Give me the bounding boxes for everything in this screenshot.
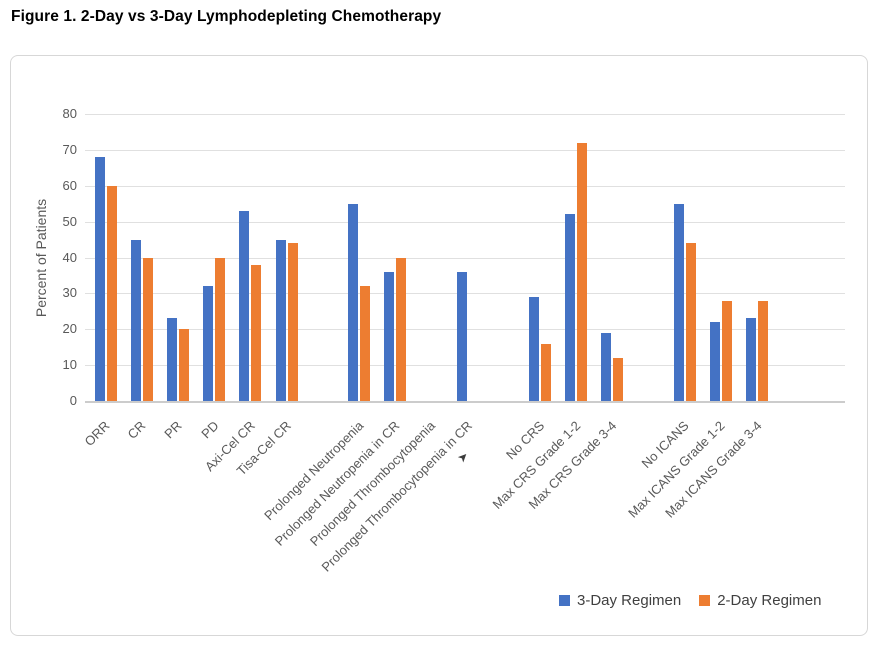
bar-2day-pd [215, 257, 226, 401]
bar-3day-prolonged-neutropenia [347, 203, 358, 401]
bar-3day-max-icans-grade-1-2 [709, 322, 720, 401]
y-axis-tick-label: 50 [62, 213, 77, 229]
plot-area: 0 10 20 30 40 50 60 70 80 ORR CR PR PD Axi-Cel CR Tisa… [11, 56, 867, 635]
x-axis-label: CR [124, 418, 149, 442]
bar-2day-max-icans-grade-3-4 [758, 300, 769, 401]
bar-3day-max-crs-grade-3-4 [601, 332, 612, 401]
bar-2day-tisa-cel-cr [287, 243, 298, 401]
bar-3day-tisa-cel-cr [275, 239, 286, 401]
bar-3day-max-icans-grade-3-4 [746, 318, 757, 401]
bar-3day-pd [203, 286, 214, 401]
y-axis-tick-label: 30 [62, 285, 77, 301]
y-axis-tick-label: 80 [62, 106, 77, 121]
y-axis-tick-label: 70 [62, 141, 77, 157]
bar-2day-pr [178, 329, 189, 401]
x-axis-label: PD [197, 418, 222, 442]
y-axis-tick-label: 0 [69, 393, 77, 408]
bar-2day-no-icans [685, 243, 696, 401]
chart-container: Percent of Patients 0 10 20 30 40 50 60 70 80 ORR… [10, 55, 868, 636]
y-axis-tick-label: 60 [62, 177, 77, 193]
bar-2day-max-crs-grade-1-2 [577, 142, 588, 401]
legend: 3-Day Regimen 2-Day Regimen [559, 592, 821, 609]
bar-2day-prolonged-neutropenia [359, 286, 370, 401]
legend-swatch [559, 595, 570, 606]
bar-3day-axi-cel-cr [239, 210, 250, 401]
y-axis-tick-label: 40 [62, 249, 77, 265]
x-axis-line [85, 401, 845, 403]
bar-2day-prolonged-neutropenia-in-cr [396, 257, 407, 401]
legend-item: 3-Day Regimen [559, 592, 681, 609]
y-axis-tick-label: 10 [62, 357, 77, 373]
y-axis-tick-label: 20 [62, 321, 77, 337]
legend-label: 2-Day Regimen [717, 592, 822, 609]
gridline [85, 185, 845, 187]
bar-2day-max-crs-grade-3-4 [613, 357, 624, 401]
legend-label: 3-Day Regimen [577, 592, 682, 609]
x-axis-label: ORR [81, 418, 113, 450]
bar-3day-prolonged-thrombocytopenia-in-cr [456, 271, 467, 401]
bar-3day-cr [130, 239, 141, 401]
gridline [85, 114, 845, 115]
gridline [85, 221, 845, 223]
bar-3day-orr [94, 157, 105, 401]
bar-2day-no-crs [540, 343, 551, 401]
bar-3day-prolonged-neutropenia-in-cr [384, 271, 395, 401]
bar-2day-orr [106, 185, 117, 401]
bar-3day-no-icans [673, 203, 684, 401]
bar-2day-max-icans-grade-1-2 [721, 300, 732, 401]
bar-2day-cr [142, 257, 153, 401]
gridline [85, 149, 845, 151]
figure-title: Figure 1. 2-Day vs 3-Day Lymphodepleting… [11, 8, 442, 25]
gridline [85, 257, 845, 259]
bar-3day-max-crs-grade-1-2 [565, 214, 576, 401]
x-axis-label: PR [161, 418, 186, 442]
bar-3day-pr [166, 318, 177, 401]
bar-2day-axi-cel-cr [251, 264, 262, 401]
legend-swatch [699, 595, 711, 606]
legend-item: 2-Day Regimen [699, 592, 821, 609]
bar-3day-no-crs [528, 296, 539, 401]
